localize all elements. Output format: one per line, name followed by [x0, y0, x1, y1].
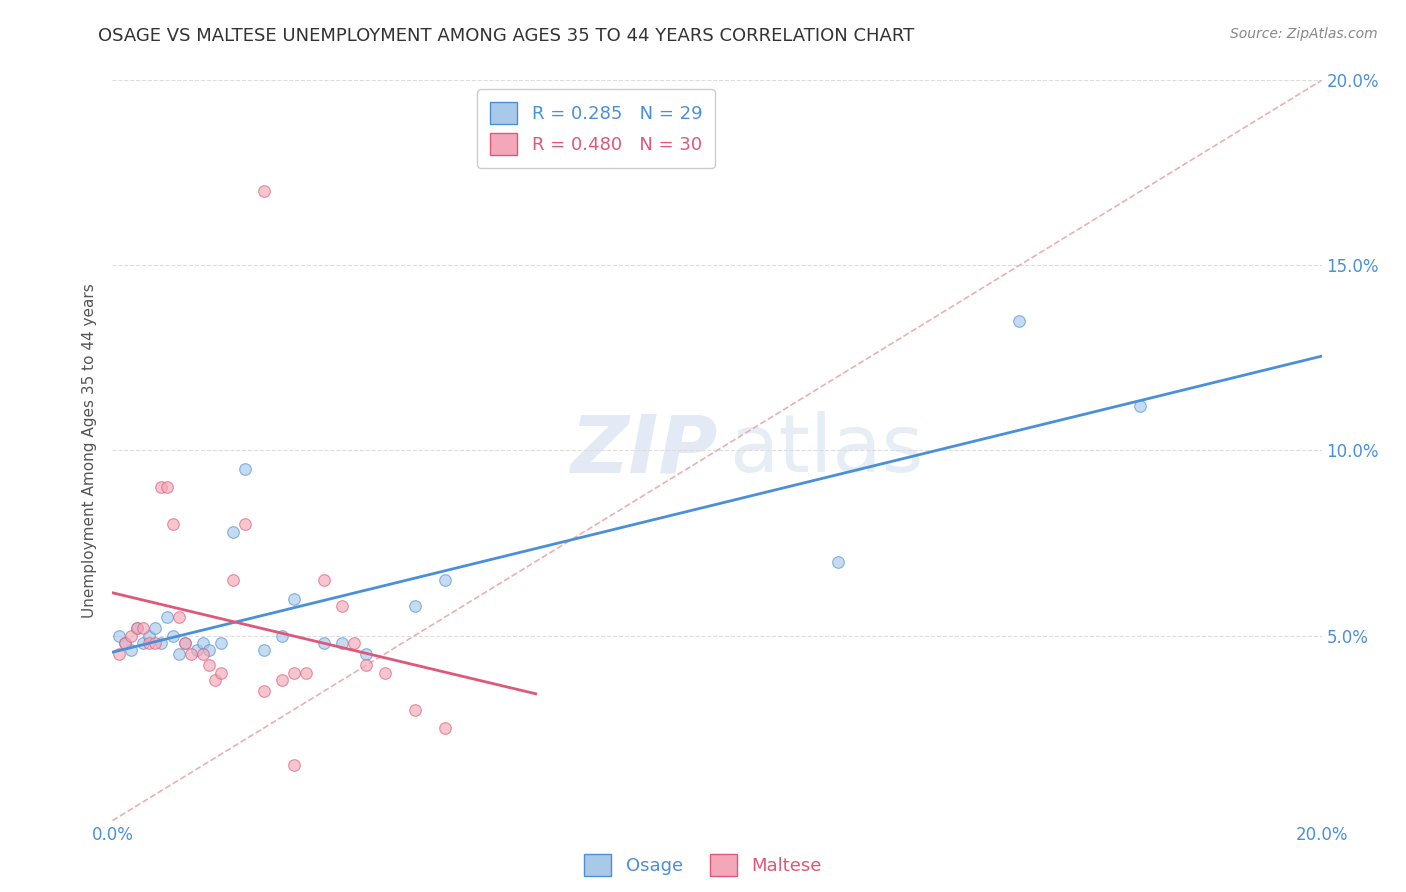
Point — [330, 599, 353, 613]
Text: ZIP: ZIP — [569, 411, 717, 490]
Point — [356, 658, 378, 673]
Point — [107, 628, 129, 642]
Point — [143, 621, 166, 635]
Point — [404, 599, 426, 613]
Point — [149, 481, 172, 495]
Point — [125, 621, 148, 635]
Point — [1129, 399, 1152, 413]
Point — [167, 647, 190, 661]
Point — [314, 573, 336, 587]
Point — [186, 643, 208, 657]
Point — [356, 647, 378, 661]
Legend: R = 0.285   N = 29, R = 0.480   N = 30: R = 0.285 N = 29, R = 0.480 N = 30 — [478, 89, 714, 168]
Point — [191, 647, 214, 661]
Point — [107, 647, 129, 661]
Point — [1008, 314, 1031, 328]
Point — [253, 643, 276, 657]
Point — [198, 658, 221, 673]
Point — [283, 758, 305, 772]
Point — [330, 636, 353, 650]
Point — [253, 184, 276, 198]
Point — [174, 636, 197, 650]
Point — [314, 636, 336, 650]
Point — [404, 703, 426, 717]
Point — [162, 517, 184, 532]
Point — [120, 643, 142, 657]
Point — [433, 721, 456, 735]
Legend: Osage, Maltese: Osage, Maltese — [576, 847, 830, 883]
Point — [149, 636, 172, 650]
Point — [222, 573, 245, 587]
Point — [125, 621, 148, 635]
Y-axis label: Unemployment Among Ages 35 to 44 years: Unemployment Among Ages 35 to 44 years — [82, 283, 97, 618]
Point — [120, 628, 142, 642]
Point — [180, 647, 202, 661]
Point — [143, 636, 166, 650]
Point — [295, 665, 318, 680]
Point — [198, 643, 221, 657]
Text: Source: ZipAtlas.com: Source: ZipAtlas.com — [1230, 27, 1378, 41]
Point — [283, 591, 305, 606]
Point — [283, 665, 305, 680]
Point — [162, 628, 184, 642]
Point — [174, 636, 197, 650]
Point — [270, 628, 292, 642]
Point — [374, 665, 396, 680]
Point — [132, 621, 155, 635]
Point — [191, 636, 214, 650]
Point — [343, 636, 366, 650]
Point — [222, 524, 245, 539]
Point — [132, 636, 155, 650]
Point — [156, 481, 179, 495]
Text: atlas: atlas — [730, 411, 924, 490]
Point — [209, 636, 232, 650]
Point — [114, 636, 136, 650]
Point — [270, 673, 292, 687]
Point — [156, 610, 179, 624]
Point — [235, 517, 257, 532]
Point — [138, 636, 160, 650]
Point — [209, 665, 232, 680]
Point — [138, 628, 160, 642]
Point — [253, 684, 276, 698]
Point — [235, 462, 257, 476]
Point — [827, 554, 849, 569]
Point — [433, 573, 456, 587]
Text: OSAGE VS MALTESE UNEMPLOYMENT AMONG AGES 35 TO 44 YEARS CORRELATION CHART: OSAGE VS MALTESE UNEMPLOYMENT AMONG AGES… — [98, 27, 915, 45]
Point — [204, 673, 226, 687]
Point — [114, 636, 136, 650]
Point — [167, 610, 190, 624]
